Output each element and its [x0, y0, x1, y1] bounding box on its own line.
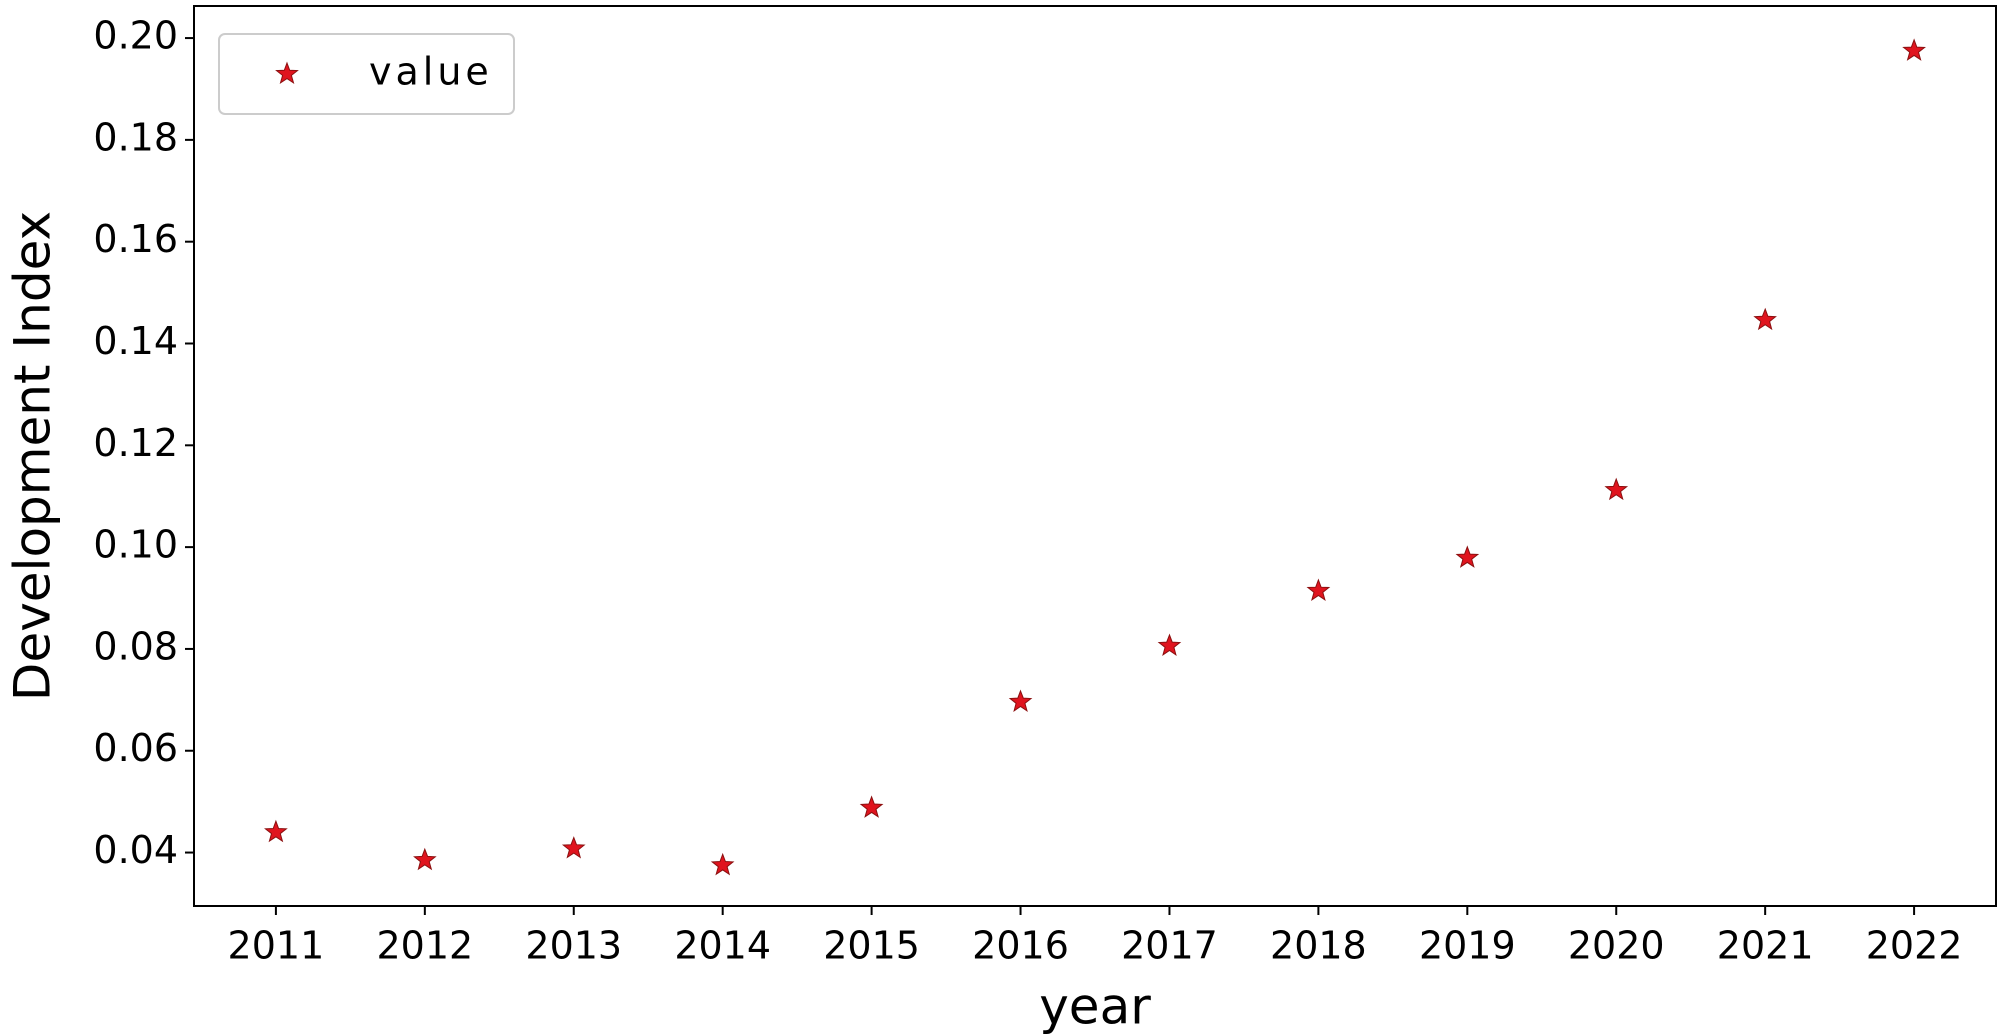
y-tick-label: 0.16: [93, 217, 178, 261]
x-tick-label: 2011: [228, 924, 325, 968]
y-tick-label: 0.06: [93, 726, 178, 770]
x-axis-label: year: [1039, 978, 1151, 1034]
data-point: [1604, 477, 1629, 501]
data-point: [1306, 578, 1331, 601]
data-point: [1157, 633, 1182, 656]
x-tick-label: 2021: [1717, 924, 1814, 968]
legend-box: [218, 33, 515, 115]
data-point: [1008, 689, 1033, 712]
x-tick-label: 2015: [823, 924, 920, 968]
data-point: [859, 795, 884, 818]
x-tick-label: 2022: [1866, 924, 1963, 968]
data-point: [1753, 307, 1777, 331]
x-tick-label: 2019: [1419, 924, 1516, 968]
y-tick-label: 0.18: [93, 115, 178, 159]
data-point: [1902, 38, 1926, 61]
x-tick-label: 2018: [1270, 924, 1367, 968]
legend-label: value: [369, 50, 493, 94]
legend-marker: [275, 61, 299, 85]
data-point: [413, 847, 437, 871]
data-point: [1455, 545, 1480, 568]
data-point: [264, 819, 288, 843]
y-axis-label: Development Index: [4, 211, 62, 701]
y-tick-label: 0.10: [93, 523, 178, 567]
y-tick-label: 0.08: [93, 624, 178, 668]
data-point: [561, 836, 586, 859]
x-tick-label: 2013: [525, 924, 622, 968]
data-point: [710, 852, 735, 876]
x-tick-label: 2020: [1568, 924, 1665, 968]
x-tick-label: 2014: [674, 924, 771, 968]
y-tick-label: 0.04: [93, 828, 178, 872]
y-tick-label: 0.20: [93, 14, 178, 58]
y-tick-label: 0.14: [93, 319, 178, 363]
x-tick-label: 2016: [972, 924, 1069, 968]
plot-frame: [193, 5, 1997, 907]
x-tick-label: 2012: [376, 924, 473, 968]
y-tick-label: 0.12: [93, 421, 178, 465]
x-tick-label: 2017: [1121, 924, 1218, 968]
